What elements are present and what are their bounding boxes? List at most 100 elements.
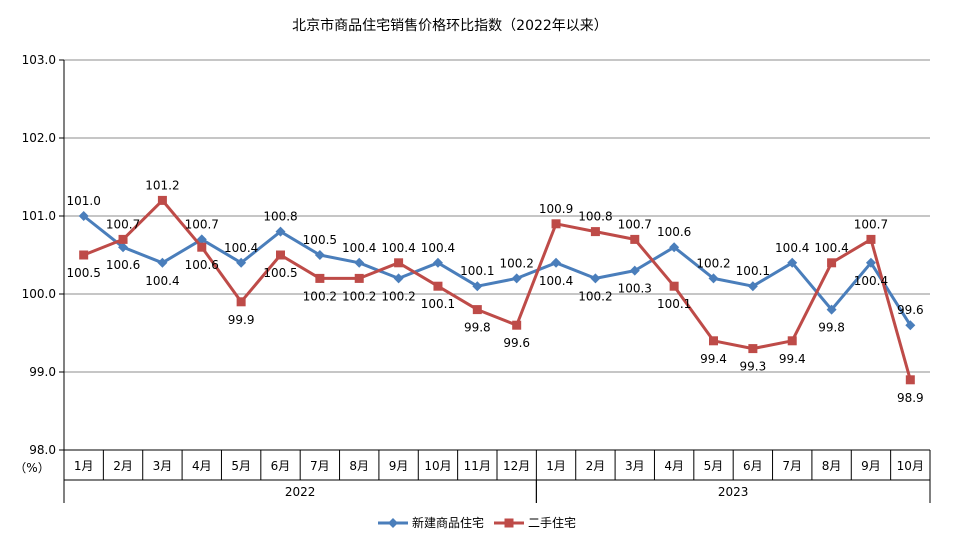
data-label: 100.6 — [657, 225, 691, 239]
data-label: 100.7 — [854, 217, 888, 231]
chart-title: 北京市商品住宅销售价格环比指数（2022年以来） — [292, 17, 608, 34]
data-label: 100.1 — [421, 297, 455, 311]
legend-marker — [504, 518, 514, 528]
data-label: 100.1 — [460, 264, 494, 278]
data-label: 99.6 — [503, 336, 530, 350]
data-label: 100.9 — [539, 202, 573, 216]
series-lines — [78, 195, 916, 385]
x-tick-label: 5月 — [704, 459, 724, 473]
x-tick-label: 2月 — [113, 459, 133, 473]
data-label: 101.2 — [145, 178, 179, 192]
x-tick-label: 8月 — [349, 459, 369, 473]
data-label: 100.2 — [696, 256, 730, 270]
x-tick-label: 1月 — [546, 459, 566, 473]
point-marker — [865, 257, 876, 268]
data-label: 98.9 — [897, 391, 924, 405]
x-tick-label: 10月 — [424, 459, 451, 473]
data-label: 100.2 — [500, 256, 534, 270]
data-label: 100.1 — [736, 264, 770, 278]
point-marker — [590, 227, 600, 237]
legend: 新建商品住宅 二手住宅 — [378, 515, 576, 530]
point-marker — [748, 344, 758, 354]
data-label: 100.4 — [381, 241, 415, 255]
data-label: 99.6 — [897, 303, 924, 317]
x-tick-label: 5月 — [231, 459, 251, 473]
data-label: 100.4 — [854, 274, 888, 288]
x-axis: 1月 2月 3月 4月 5月 6月 7月 8月 9月 10月 11月 12月 1月 2月 3月 4月 5月 6月 7… — [63, 449, 931, 503]
y-tick-label: 103.0 — [22, 53, 56, 67]
y-tick-label: 102.0 — [22, 131, 56, 145]
point-marker — [511, 273, 522, 284]
point-marker — [905, 320, 916, 331]
data-label: 100.8 — [263, 210, 297, 224]
point-marker — [394, 258, 404, 268]
point-marker — [747, 281, 758, 292]
point-marker — [905, 375, 915, 385]
data-label: 100.4 — [775, 241, 809, 255]
x-tick-label: 2月 — [586, 459, 606, 473]
point-marker — [708, 273, 719, 284]
data-labels: 101.0 100.5 100.6 100.7 100.4 101.2 100.7 100.6… — [67, 178, 924, 404]
y-axis: 98.0 99.0 100.0 101.0 102.0 103.0 （%） — [14, 53, 65, 475]
point-marker — [314, 250, 325, 260]
data-label: 99.4 — [700, 352, 727, 366]
data-label: 100.4 — [539, 274, 573, 288]
data-label: 100.8 — [578, 210, 612, 224]
data-label: 100.4 — [814, 241, 848, 255]
x-tick-label: 8月 — [822, 459, 842, 473]
point-marker — [866, 234, 876, 244]
data-label: 100.3 — [618, 282, 652, 296]
y-tick-label: 99.0 — [29, 365, 56, 379]
point-marker — [393, 273, 404, 284]
x-group-label: 2023 — [718, 485, 749, 499]
point-marker — [354, 273, 364, 283]
point-marker — [432, 257, 443, 268]
point-marker — [118, 234, 128, 244]
x-tick-label: 4月 — [192, 459, 212, 473]
x-tick-label: 11月 — [464, 459, 491, 473]
data-label: 100.5 — [263, 266, 297, 280]
legend-label: 二手住宅 — [528, 515, 576, 530]
point-marker — [512, 320, 522, 330]
point-marker — [315, 273, 325, 283]
data-label: 100.7 — [106, 217, 140, 231]
point-marker — [276, 250, 285, 260]
point-marker — [236, 297, 246, 307]
x-tick-label: 9月 — [861, 459, 881, 473]
series-line — [83, 198, 912, 381]
data-label: 100.4 — [145, 274, 179, 288]
x-tick-label: 12月 — [503, 459, 530, 473]
point-marker — [826, 304, 837, 315]
point-marker — [78, 211, 89, 221]
x-tick-label: 10月 — [897, 459, 924, 473]
series-line — [82, 214, 912, 327]
x-tick-label: 7月 — [782, 459, 802, 473]
point-marker — [354, 257, 365, 268]
data-label: 100.7 — [618, 217, 652, 231]
data-label: 100.6 — [106, 258, 140, 272]
point-marker — [118, 242, 129, 253]
point-marker — [79, 250, 89, 260]
data-label: 100.2 — [303, 289, 337, 303]
point-marker — [197, 242, 207, 252]
data-label: 100.4 — [342, 241, 376, 255]
x-tick-label: 7月 — [310, 459, 330, 473]
point-marker — [551, 257, 562, 268]
data-label: 100.6 — [185, 258, 219, 272]
data-label: 100.7 — [185, 217, 219, 231]
x-tick-label: 3月 — [625, 459, 645, 473]
point-marker — [472, 281, 483, 292]
point-marker — [787, 257, 798, 268]
data-label: 100.2 — [381, 289, 415, 303]
legend-label: 新建商品住宅 — [412, 515, 484, 530]
x-tick-label: 4月 — [664, 459, 684, 473]
point-marker — [157, 257, 168, 268]
point-marker — [827, 258, 837, 268]
y-tick-label: 100.0 — [22, 287, 56, 301]
data-label: 100.1 — [657, 297, 691, 311]
data-label: 100.5 — [67, 266, 101, 280]
point-marker — [236, 257, 247, 268]
point-marker — [590, 273, 601, 284]
point-marker — [629, 265, 640, 276]
point-marker — [157, 195, 167, 205]
